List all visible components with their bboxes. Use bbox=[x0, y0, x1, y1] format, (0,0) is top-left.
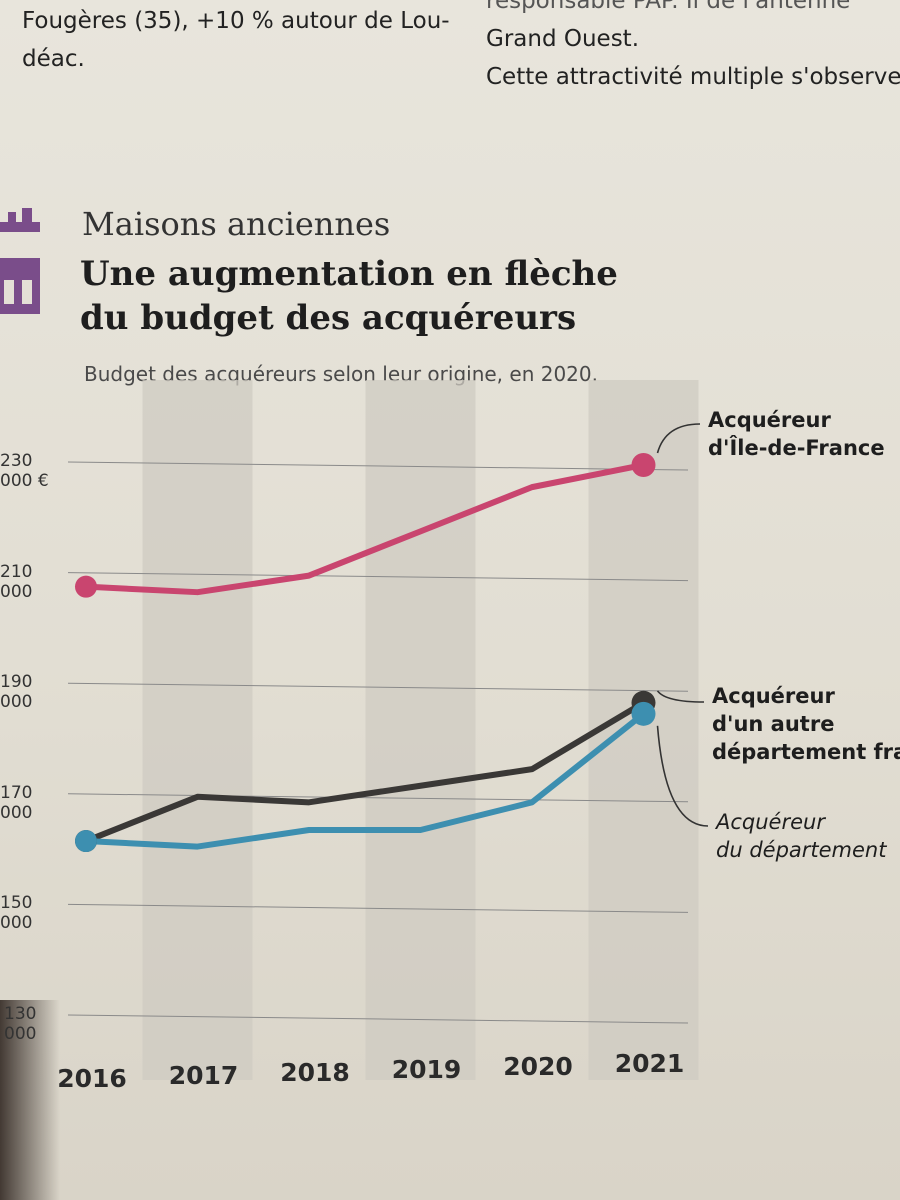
series-lines bbox=[83, 462, 647, 850]
article-text-left: Fougères (35), +10 % autour de Lou- déac… bbox=[22, 2, 462, 78]
series-label-line: Acquéreur bbox=[716, 810, 825, 834]
x-tick-label: 2019 bbox=[391, 1055, 462, 1084]
y-tick-label: 190 000 bbox=[0, 672, 33, 713]
leader-line bbox=[656, 725, 709, 827]
series-label-line: département fra bbox=[712, 740, 900, 764]
article-line: Cette attractivité multiple s'observe bbox=[486, 64, 900, 90]
x-tick-label: 2016 bbox=[57, 1064, 127, 1093]
x-tick-label: 2017 bbox=[168, 1061, 239, 1090]
series-label-department: Acquéreur du département bbox=[716, 808, 886, 864]
article-line: déac. bbox=[22, 46, 85, 72]
leader-line bbox=[656, 423, 701, 454]
chart-title: Une augmentation en flèche du budget des… bbox=[80, 252, 720, 340]
y-tick-label: 130 000 bbox=[4, 1004, 37, 1044]
y-tick-label: 210 000 bbox=[0, 561, 33, 602]
data-point-idf bbox=[75, 575, 97, 598]
series-label-idf: Acquéreur d'Île-de-France bbox=[708, 406, 885, 462]
year-band bbox=[142, 380, 253, 1080]
label-leaders bbox=[656, 423, 709, 827]
page-shadow bbox=[0, 1000, 60, 1200]
gridline bbox=[67, 572, 689, 582]
series-label-line: d'Île-de-France bbox=[708, 436, 885, 460]
article-line: Fougères (35), +10 % autour de Lou- bbox=[22, 8, 450, 34]
gridline bbox=[67, 793, 689, 803]
series-label-line: d'un autre bbox=[712, 712, 835, 736]
article-line: Grand Ouest. bbox=[486, 26, 640, 52]
series-label-line: Acquéreur bbox=[712, 684, 835, 708]
data-point-dept bbox=[631, 701, 656, 726]
gridline bbox=[67, 1014, 689, 1024]
series-line-other bbox=[83, 699, 647, 845]
chart-title-line: Une augmentation en flèche bbox=[80, 254, 618, 294]
year-band bbox=[365, 380, 476, 1080]
data-point-dept bbox=[75, 830, 97, 853]
chart-title-line: du budget des acquéreurs bbox=[80, 298, 577, 338]
article-line: responsable PAP. Il de l'antenne bbox=[486, 0, 851, 14]
series-label-other-department: Acquéreur d'un autre département fra bbox=[712, 682, 900, 766]
gridline bbox=[67, 682, 689, 692]
series-line-dept bbox=[83, 710, 647, 850]
year-band bbox=[588, 380, 699, 1080]
house-icon bbox=[0, 208, 40, 314]
article-text-right: responsable PAP. Il de l'antenne Grand O… bbox=[486, 0, 900, 96]
x-tick-label: 2021 bbox=[614, 1049, 685, 1078]
gridlines bbox=[67, 461, 689, 1024]
year-bands bbox=[142, 380, 699, 1080]
leader-line bbox=[656, 690, 705, 703]
series-label-line: Acquéreur bbox=[708, 408, 831, 432]
x-tick-label: 2018 bbox=[280, 1058, 350, 1087]
series-markers bbox=[75, 453, 656, 853]
y-tick-label: 170 000 bbox=[0, 782, 33, 823]
series-label-line: du département bbox=[716, 838, 887, 862]
y-tick-label: 230 000 € bbox=[0, 451, 49, 491]
chart-kicker: Maisons anciennes bbox=[82, 205, 391, 243]
data-point-idf bbox=[631, 453, 656, 477]
gridline bbox=[67, 903, 689, 913]
gridline bbox=[67, 461, 689, 471]
series-line-idf bbox=[83, 462, 647, 596]
x-tick-label: 2020 bbox=[503, 1052, 573, 1081]
y-tick-label: 150 000 bbox=[0, 893, 33, 934]
